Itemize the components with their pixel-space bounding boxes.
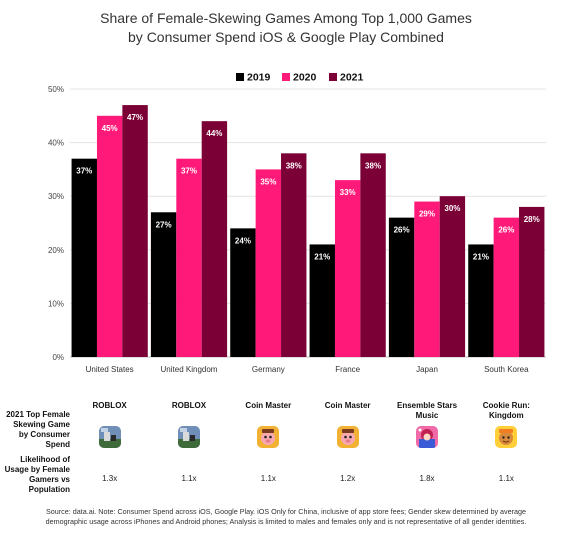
data-label: 47% [127, 113, 143, 122]
likelihood-value: 1.1x [181, 474, 197, 483]
x-axis-tick-labels: United States United Kingdom Germany France… [86, 365, 529, 374]
bar-2021 [360, 153, 386, 357]
bar-2021 [201, 121, 228, 357]
data-label: 37% [181, 167, 197, 176]
data-label: 38% [286, 161, 302, 170]
likelihood-value: 1.8x [419, 474, 435, 483]
x-tick-label: South Korea [484, 365, 529, 374]
legend-item-2021: 2021 [329, 72, 364, 84]
legend-swatch [329, 73, 337, 81]
data-label: 21% [473, 252, 489, 261]
game-name: ROBLOX [92, 401, 127, 410]
bar-2020 [96, 115, 123, 357]
game-name: Coin Master [324, 401, 371, 410]
legend-label: 2019 [247, 72, 271, 84]
x-tick-label: United Kingdom [161, 365, 218, 374]
likelihood-value: 1.3x [102, 474, 118, 483]
data-label: 26% [394, 226, 410, 235]
data-label: 35% [260, 177, 276, 186]
data-labels: 37% 45% 47% 27% 37% 44% 24% 35% 38% 21% 33% 38% 26% 2… [76, 113, 539, 261]
bar-2021 [439, 196, 466, 357]
likelihood-value: 1.1x [498, 474, 514, 483]
bar-chart: 0%10%20%30%40%50% 37%45%47%27%37%44%24%3… [48, 72, 546, 374]
x-tick-label: United States [86, 365, 134, 374]
data-label: 21% [314, 252, 330, 261]
source-note: Source: data.ai. Note: Consumer Spend ac… [45, 507, 527, 526]
likelihood-value: 1.2x [340, 474, 356, 483]
data-label: 38% [365, 161, 381, 170]
bar-2020 [176, 158, 202, 357]
bar-2020 [334, 180, 361, 357]
data-label: 45% [102, 124, 118, 133]
coin-master-icon [257, 426, 280, 448]
y-tick-label: 30% [48, 192, 64, 201]
legend-item-2020: 2020 [282, 72, 317, 84]
data-label: 33% [340, 188, 356, 197]
legend-item-2019: 2019 [236, 72, 271, 84]
bar-2020 [255, 169, 282, 357]
cookie-run-icon [495, 426, 518, 448]
x-tick-label: Japan [416, 365, 438, 374]
bar-2021 [281, 153, 307, 357]
x-tick-label: France [335, 365, 360, 374]
bar-2020 [493, 217, 520, 357]
y-tick-label: 20% [48, 246, 64, 255]
bar-2021 [122, 105, 148, 357]
data-label: 28% [524, 215, 540, 224]
roblox-icon [98, 426, 121, 448]
chart-title: Share of Female-Skewing Games Among Top … [0, 9, 572, 47]
table-row-label-likelihood: Likelihood of Usage by Female Gamers vs … [4, 455, 70, 494]
bar-2019 [468, 244, 494, 357]
bar-2019 [71, 158, 97, 357]
bars [71, 105, 545, 357]
data-label: 26% [498, 226, 514, 235]
legend-swatch [236, 73, 244, 81]
bar-2020 [414, 201, 440, 357]
game-name: Ensemble Stars Music [396, 401, 458, 420]
coin-master-icon [336, 426, 359, 448]
game-name: ROBLOX [171, 401, 207, 410]
data-label: 44% [206, 129, 222, 138]
likelihood-value: 1.1x [260, 474, 276, 483]
ensemble-stars-icon [416, 426, 438, 448]
y-tick-label: 50% [48, 85, 64, 94]
data-label: 27% [156, 220, 172, 229]
data-label: 37% [76, 167, 92, 176]
legend: 2019 2020 2021 [236, 72, 364, 84]
bar-2019 [388, 217, 415, 357]
bar-2021 [519, 206, 545, 357]
data-label: 24% [235, 236, 251, 245]
x-tick-label: Germany [252, 365, 285, 374]
game-name: Coin Master [245, 401, 292, 410]
legend-swatch [282, 73, 290, 81]
chart-title-line-2: by Consumer Spend iOS & Google Play Comb… [128, 29, 444, 45]
legend-label: 2020 [293, 72, 317, 84]
bar-2019 [150, 212, 177, 357]
legend-label: 2021 [340, 72, 364, 84]
game-name: Cookie Run: Kingdom [482, 401, 530, 420]
gridlines [70, 88, 546, 358]
y-tick-label: 40% [48, 139, 64, 148]
bar-2019 [230, 228, 256, 357]
y-axis-tick-labels: 0% 10% 20% 30% 40% 50% [48, 85, 64, 362]
y-tick-label: 0% [52, 353, 64, 362]
roblox-icon [178, 426, 200, 448]
y-tick-label: 10% [48, 299, 64, 308]
bar-2019 [309, 244, 335, 357]
table-row-label-top-game: 2021 Top Female Skewing Game by Consumer… [6, 410, 70, 449]
data-label: 30% [444, 204, 460, 213]
data-label: 29% [419, 210, 435, 219]
chart-title-line-1: Share of Female-Skewing Games Among Top … [100, 10, 472, 26]
